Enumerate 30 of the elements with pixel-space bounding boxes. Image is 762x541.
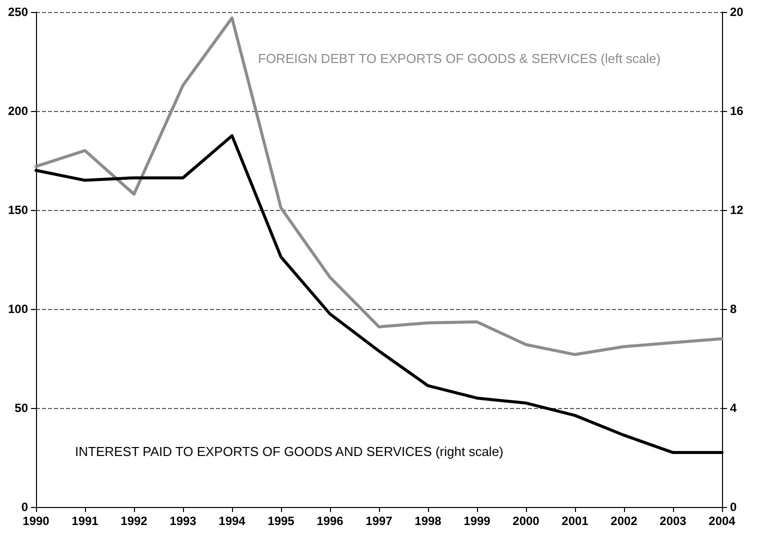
y-tick-label: 100 <box>8 302 28 316</box>
y-tick-label: 200 <box>8 104 28 118</box>
line-series <box>34 16 724 356</box>
x-tick-label: 1994 <box>218 514 246 528</box>
y2-tick-label: 20 <box>730 5 744 19</box>
x-tick-label: 1990 <box>22 514 50 528</box>
x-tick-label: 2001 <box>562 514 589 528</box>
x-tick-label: 1999 <box>464 514 491 528</box>
y-tick-label: 50 <box>14 401 28 415</box>
x-tick-label: 1997 <box>366 514 393 528</box>
series-label: FOREIGN DEBT TO EXPORTS OF GOODS & SERVICES (left scale) <box>258 51 661 66</box>
y2-tick-label: 16 <box>730 104 744 118</box>
x-tick-label: 1995 <box>268 514 295 528</box>
y-tick-label: 250 <box>8 5 28 19</box>
x-tick-label: 2000 <box>512 514 540 528</box>
y-tick-label: 150 <box>8 203 28 217</box>
y-tick-label: 0 <box>21 500 28 514</box>
x-tick-label: 1993 <box>170 514 197 528</box>
y2-tick-label: 0 <box>730 500 737 514</box>
y2-tick-label: 8 <box>730 302 737 316</box>
x-tick-label: 1998 <box>414 514 442 528</box>
x-tick-label: 2002 <box>610 514 638 528</box>
x-tick-label: 1996 <box>316 514 344 528</box>
x-tick-label: 2003 <box>660 514 687 528</box>
y2-tick-label: 12 <box>730 203 744 217</box>
y2-tick-label: 4 <box>730 401 737 415</box>
x-tick-label: 1991 <box>72 514 99 528</box>
text: INTEREST PAID TO EXPORTS OF GOODS AND SERVICES (right scale) <box>75 444 504 459</box>
x-tick-label: 2004 <box>708 514 736 528</box>
x-tick-label: 1992 <box>120 514 148 528</box>
